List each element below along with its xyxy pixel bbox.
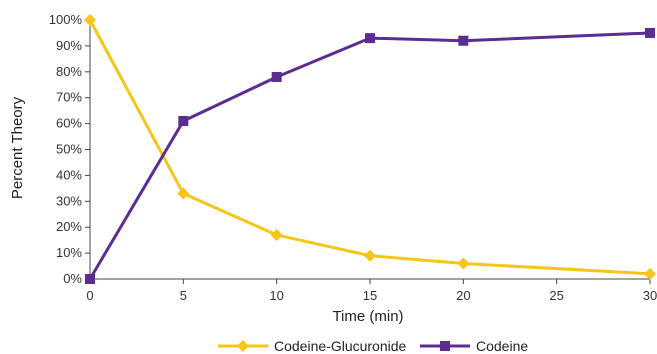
data-point-codeine	[645, 27, 655, 38]
axes	[89, 20, 650, 280]
data-point-codeine	[458, 35, 469, 46]
data-point-codeine	[271, 71, 282, 82]
legend-label-codeine: Codeine	[476, 338, 528, 354]
y-tick-label: 50%	[56, 142, 82, 157]
legend-diamond-icon	[237, 340, 249, 352]
x-tick-label: 10	[269, 288, 283, 303]
x-tick-label: 15	[363, 288, 377, 303]
y-ticks: 0% 10% 20% 30% 40% 50% 60% 70% 80% 90% 100%	[49, 12, 90, 286]
legend-square-icon	[440, 341, 450, 351]
x-tick-label: 20	[456, 288, 470, 303]
series-line-codeine-glucuronide	[88, 19, 651, 276]
y-axis-label: Percent Theory	[9, 96, 26, 199]
y-tick-label: 10%	[56, 245, 82, 260]
x-tick-label: 0	[86, 288, 93, 303]
legend-label-codeine-glucuronide: Codeine-Glucuronide	[274, 338, 407, 354]
x-axis-label: Time (min)	[332, 308, 403, 325]
data-point-codeine-glucuronide	[457, 257, 470, 270]
legend: Codeine-Glucuronide Codeine	[218, 338, 528, 354]
y-tick-label: 0%	[63, 271, 82, 286]
legend-item-codeine-glucuronide: Codeine-Glucuronide	[218, 338, 407, 354]
y-tick-label: 30%	[56, 193, 82, 208]
data-point-codeine-glucuronide	[644, 267, 656, 280]
x-tick-label: 5	[180, 288, 187, 303]
y-tick-label: 70%	[56, 90, 82, 105]
y-tick-label: 20%	[56, 219, 82, 234]
y-tick-label: 100%	[49, 12, 83, 27]
data-point-codeine	[85, 274, 95, 284]
y-tick-label: 90%	[56, 38, 82, 53]
data-point-codeine-glucuronide	[177, 187, 190, 200]
series-line-codeine	[88, 31, 651, 280]
legend-item-codeine: Codeine	[420, 338, 528, 354]
data-point-codeine	[365, 33, 375, 44]
data-point-codeine-glucuronide	[364, 249, 376, 262]
series-layer	[84, 14, 656, 284]
data-point-codeine-glucuronide	[84, 14, 96, 26]
x-tick-label: 25	[549, 288, 563, 303]
data-point-codeine-glucuronide	[270, 228, 283, 241]
y-tick-label: 80%	[56, 64, 82, 79]
x-ticks: 0 5 10 15 20 25 30	[86, 279, 657, 303]
y-tick-label: 40%	[56, 167, 82, 182]
x-tick-label: 30	[643, 288, 657, 303]
data-point-codeine	[178, 116, 189, 127]
y-tick-label: 60%	[56, 116, 82, 131]
